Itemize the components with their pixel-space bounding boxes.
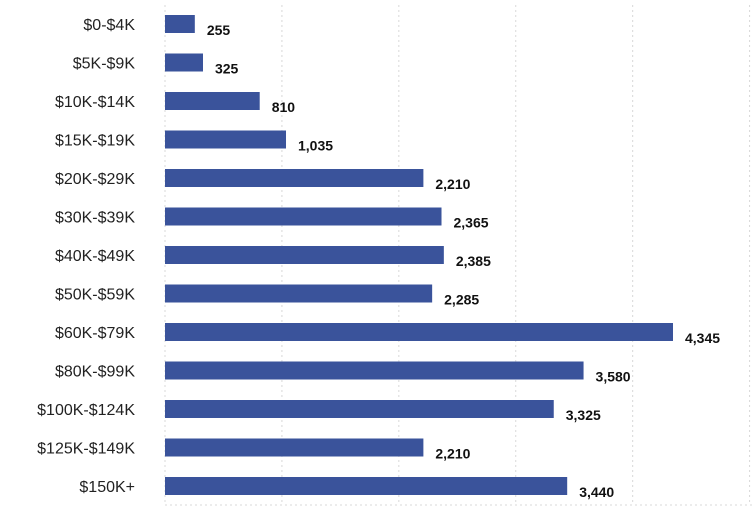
category-label: $15K-$19K <box>55 133 135 150</box>
value-label: 2,365 <box>454 215 489 231</box>
category-labels: $0-$4K $5K-$9K $10K-$14K $15K-$19K $20K-$29K… <box>37 17 135 496</box>
value-label: 4,345 <box>685 330 720 346</box>
bar <box>165 284 433 303</box>
value-label: 2,285 <box>444 292 479 308</box>
bars <box>165 15 673 495</box>
category-label: $80K-$99K <box>55 364 135 381</box>
category-label: $150K+ <box>79 479 135 496</box>
bar <box>165 130 287 149</box>
category-label: $50K-$59K <box>55 287 135 304</box>
value-label: 255 <box>207 22 231 38</box>
category-label: $30K-$39K <box>55 210 135 227</box>
value-label: 2,385 <box>456 253 491 269</box>
category-label: $40K-$49K <box>55 248 135 265</box>
category-label: $0-$4K <box>83 17 135 34</box>
bar <box>165 246 444 264</box>
value-label: 810 <box>272 99 296 115</box>
bar <box>165 169 424 187</box>
category-label: $125K-$149K <box>37 441 135 458</box>
value-label: 2,210 <box>435 446 470 462</box>
category-label: $100K-$124K <box>37 402 135 419</box>
category-label: $60K-$79K <box>55 325 135 342</box>
category-label: $10K-$14K <box>55 94 135 111</box>
bar <box>165 15 195 33</box>
bar <box>165 438 424 457</box>
bar <box>165 400 554 418</box>
bar <box>165 361 584 380</box>
value-label: 3,325 <box>566 407 601 423</box>
value-label: 1,035 <box>298 138 333 154</box>
value-label: 325 <box>215 61 239 77</box>
bar <box>165 323 673 341</box>
category-label: $5K-$9K <box>73 56 136 73</box>
bar <box>165 207 442 226</box>
value-labels: 255 325 810 1,035 2,210 2,365 2,385 2,285 4,345 3… <box>207 22 720 500</box>
value-label: 3,580 <box>596 369 631 385</box>
bar <box>165 477 568 495</box>
value-label: 3,440 <box>579 484 614 500</box>
bar <box>165 53 203 72</box>
bar <box>165 92 260 110</box>
value-label: 2,210 <box>435 176 470 192</box>
category-label: $20K-$29K <box>55 171 135 188</box>
